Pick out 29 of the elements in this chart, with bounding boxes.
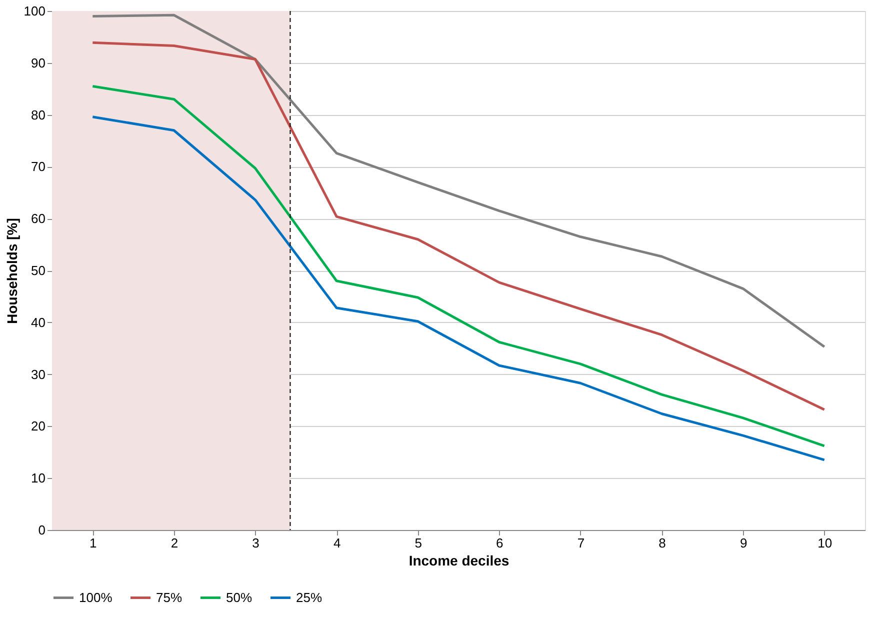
y-tick-label: 40 [31,314,46,330]
x-tick-label: 10 [818,536,832,550]
y-tick-label: 90 [31,55,46,70]
y-tick-label: 20 [31,418,46,434]
x-tick-label: 6 [496,536,504,550]
y-tick-label: 80 [31,107,46,122]
y-tick-label: 70 [31,159,46,174]
x-tick-label: 3 [252,536,260,550]
y-tick-label: 10 [31,470,46,486]
y-tick-label: 50 [31,263,46,278]
y-tick-label: 60 [31,211,46,226]
x-tick-label: 4 [333,536,341,550]
legend-label: 100% [79,590,113,605]
legend-label: 25% [296,590,322,605]
line-series [91,41,826,411]
line-series [91,14,826,348]
x-tick-label: 7 [577,536,585,550]
x-tick-label: 1 [90,536,97,550]
y-axis-title: Households [%] [4,218,20,324]
y-tick-label: 30 [31,366,46,382]
legend-label: 75% [156,590,182,605]
x-tick-label: 8 [658,536,666,550]
y-tick-label: 100 [24,4,46,18]
x-tick-label: 9 [740,536,748,550]
x-tick-label: 2 [170,536,178,550]
y-tick-label: 0 [38,522,46,538]
x-axis-title: Income deciles [408,552,510,568]
x-tick-label: 5 [414,536,422,550]
legend-label: 50% [226,590,252,605]
